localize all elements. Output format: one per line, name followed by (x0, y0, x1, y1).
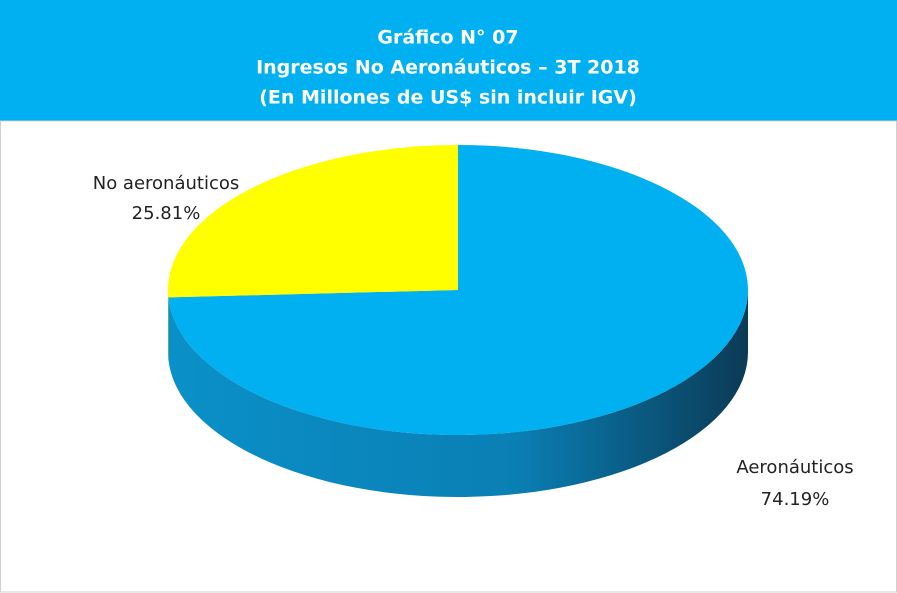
category-label: No aeronáuticos (93, 173, 240, 194)
chart-title: Gráfico N° 07 (377, 27, 518, 49)
pie-slice (167, 145, 458, 298)
value-label: 25.81% (132, 203, 201, 224)
category-label: Aeronáuticos (736, 457, 853, 478)
chart-subtitle: (En Millones de US$ sin incluir IGV) (259, 87, 637, 109)
pie-slice (168, 145, 748, 435)
chart-subtitle: Ingresos No Aeronáuticos – 3T 2018 (256, 57, 640, 79)
pie-side (168, 290, 748, 498)
header-band (0, 0, 897, 121)
value-label: 74.19% (761, 489, 830, 510)
